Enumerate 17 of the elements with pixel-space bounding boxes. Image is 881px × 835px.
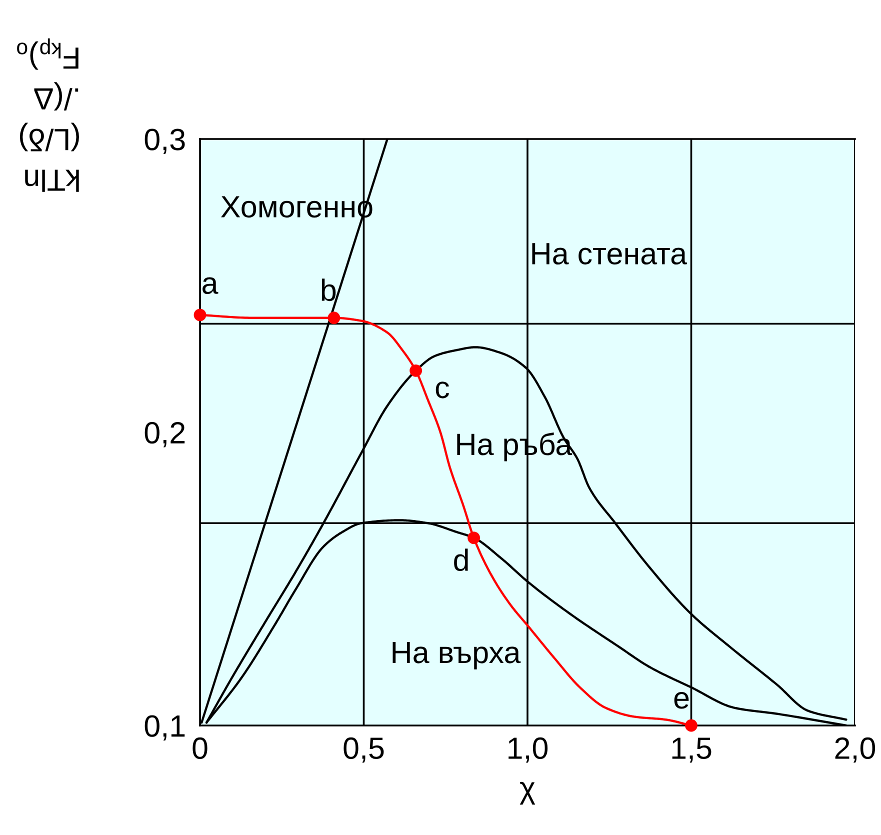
annotation: b bbox=[322, 278, 336, 302]
annotation: На стената bbox=[532, 243, 688, 264]
y-tick-label: 0,1 bbox=[144, 715, 185, 740]
x-tick-label: 0,5 bbox=[344, 737, 384, 763]
x-tick-label: 2,0 bbox=[835, 737, 876, 763]
annotation: На върха bbox=[392, 642, 521, 670]
x-axis-title: χ bbox=[520, 782, 536, 805]
x-tick-label: 1,5 bbox=[672, 738, 712, 763]
annotation: c bbox=[436, 382, 450, 398]
annotation: d bbox=[454, 548, 468, 572]
y-tick-label: 0,3 bbox=[144, 128, 185, 154]
annotation: a bbox=[202, 277, 218, 294]
x-tick-label: 1,0 bbox=[508, 737, 548, 763]
x-tick-label: 0 bbox=[192, 737, 208, 760]
y-tick-label: 0,2 bbox=[144, 422, 185, 448]
annotation: e bbox=[674, 692, 689, 709]
y-axis-title: kTln (L/δ) ./(Δ F$_{kp}$)$_{o}$ bbox=[17, 38, 79, 192]
